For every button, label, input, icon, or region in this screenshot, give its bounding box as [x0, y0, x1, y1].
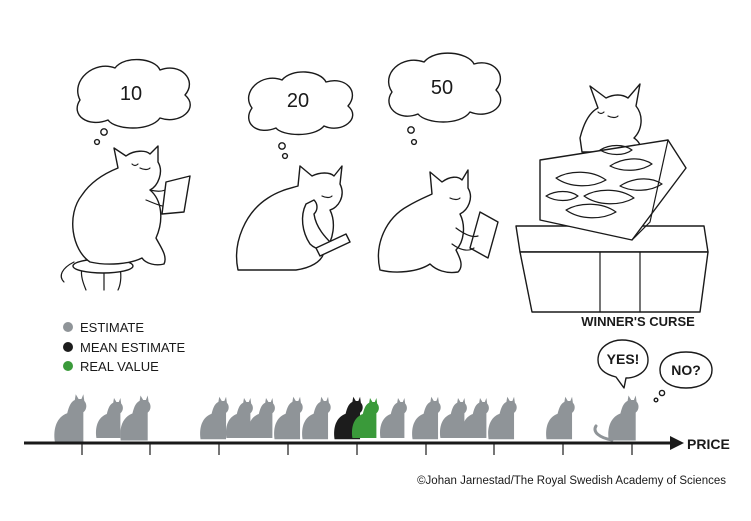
thought-bubble-2: 20	[247, 71, 354, 160]
cat-bidder-1	[60, 145, 191, 291]
yes-speech-text: YES!	[607, 351, 640, 367]
legend-swatch-mean-estimate	[63, 342, 73, 352]
cat-bidder-3	[377, 169, 499, 274]
estimate-cat	[546, 396, 575, 440]
legend-item-mean-estimate: MEAN ESTIMATE	[63, 340, 186, 355]
estimate-cat	[462, 398, 489, 438]
axis-arrow-icon	[670, 436, 684, 450]
estimate-cat	[274, 396, 303, 440]
legend-label-estimate: ESTIMATE	[80, 320, 144, 335]
estimate-cat	[302, 396, 331, 440]
legend-swatch-estimate	[63, 322, 73, 332]
bubble-value-3: 50	[431, 77, 453, 99]
legend-label-real-value: REAL VALUE	[80, 359, 159, 374]
estimate-cat	[96, 398, 123, 438]
estimate-cats	[54, 394, 639, 442]
no-thought-bubble: NO?	[653, 351, 713, 403]
thought-bubble-1: 10	[76, 58, 191, 146]
estimate-cat	[488, 396, 517, 440]
cat-bidder-2	[236, 165, 351, 271]
price-axis: PRICE	[24, 436, 730, 455]
bubble-value-2: 20	[287, 90, 309, 112]
winning-bidder-cat	[608, 395, 639, 441]
axis-label: PRICE	[687, 436, 730, 452]
bubble-value-1: 10	[120, 83, 142, 105]
no-thought-text: NO?	[671, 362, 701, 378]
thought-bubble-3: 50	[387, 52, 502, 146]
estimate-cat	[200, 396, 229, 440]
credit-line: ©Johan Jarnestad/The Royal Swedish Acade…	[417, 475, 726, 487]
estimate-cat	[248, 398, 275, 438]
estimate-cat	[412, 396, 441, 440]
yes-speech-bubble: YES!	[597, 339, 649, 389]
winners-curse-title: WINNER'S CURSE	[581, 314, 695, 329]
legend-item-estimate: ESTIMATE	[63, 320, 144, 335]
estimate-cat	[120, 395, 151, 441]
auctioneer-cat-with-fish-crate	[515, 83, 709, 313]
estimate-cat	[54, 394, 87, 442]
winning-bidder-tail	[593, 424, 614, 442]
axis-ticks	[81, 443, 633, 455]
legend-item-real-value: REAL VALUE	[63, 359, 159, 374]
legend-swatch-real-value	[63, 361, 73, 371]
legend-label-mean-estimate: MEAN ESTIMATE	[80, 340, 186, 355]
legend: ESTIMATE MEAN ESTIMATE REAL VALUE	[63, 320, 186, 374]
estimate-cat	[380, 398, 407, 438]
